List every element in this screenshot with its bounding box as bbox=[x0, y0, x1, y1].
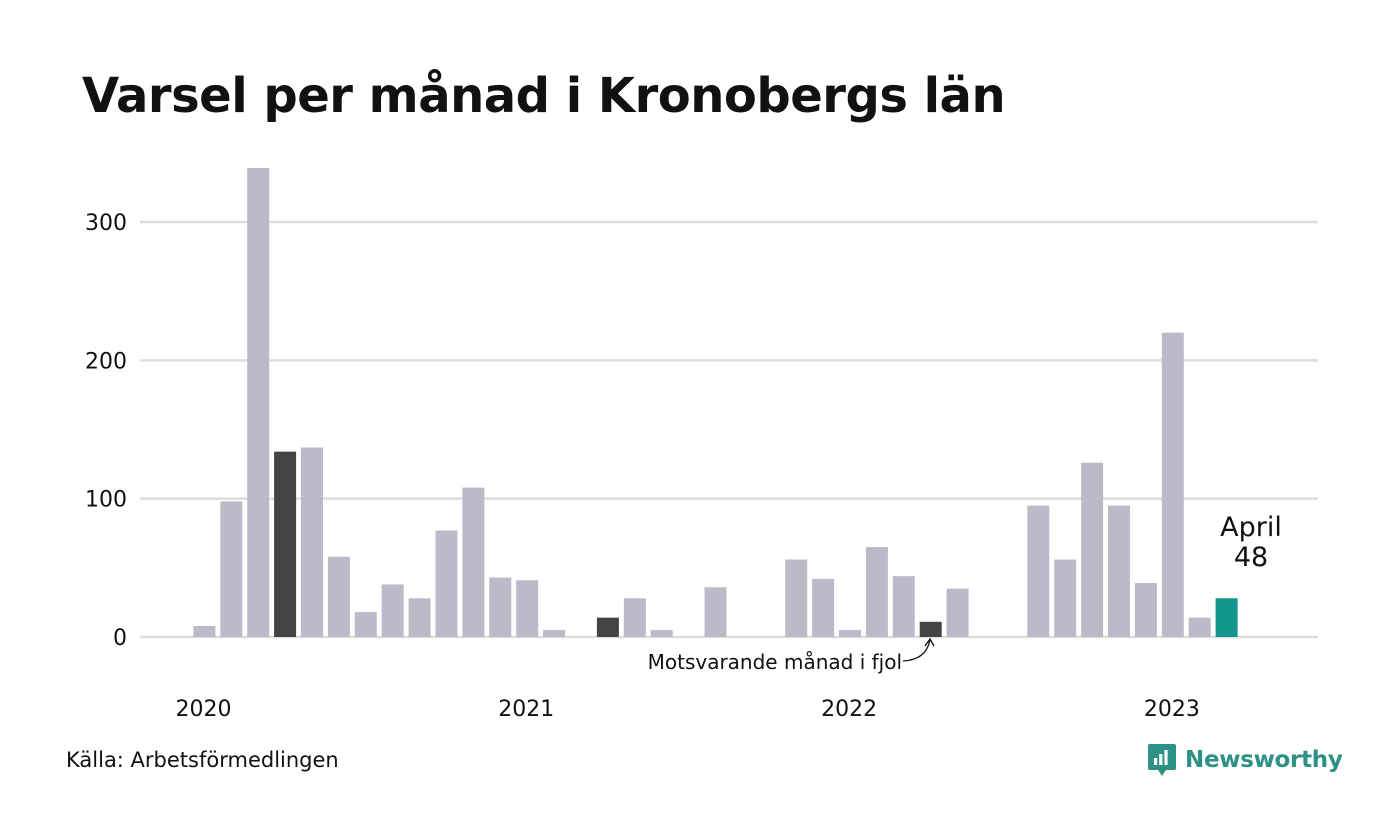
same-month-annotation: Motsvarande månad i fjol bbox=[648, 650, 902, 674]
bar-same-month-2021-05 bbox=[596, 617, 619, 637]
bar-2021-12 bbox=[785, 559, 808, 637]
bar-2022-09 bbox=[1027, 505, 1050, 637]
bars bbox=[193, 168, 1238, 638]
y-tick-label-300: 300 bbox=[85, 211, 127, 236]
bar-2021-03 bbox=[543, 630, 566, 637]
bar-same-month-2020-05 bbox=[274, 451, 297, 637]
y-tick-label-100: 100 bbox=[85, 488, 127, 513]
annotation-arrowhead bbox=[924, 637, 935, 647]
bar-2021-07 bbox=[650, 630, 673, 637]
bar-2020-03 bbox=[220, 501, 243, 637]
x-year-label-2023: 2023 bbox=[1144, 697, 1200, 722]
bar-2023-01 bbox=[1134, 583, 1157, 637]
bar-2020-07 bbox=[327, 556, 350, 637]
bar-2020-08 bbox=[354, 612, 377, 637]
chart-title: Varsel per månad i Kronobergs län bbox=[82, 68, 1006, 124]
bar-2022-01 bbox=[812, 578, 835, 637]
bar-2020-06 bbox=[301, 447, 323, 637]
x-year-label-2022: 2022 bbox=[821, 697, 877, 722]
y-tick-label-0: 0 bbox=[113, 626, 127, 651]
bar-2021-02 bbox=[516, 580, 539, 637]
current-month-label: April bbox=[1220, 512, 1282, 543]
source-note: Källa: Arbetsförmedlingen bbox=[66, 748, 339, 772]
bar-2021-06 bbox=[623, 598, 646, 637]
bar-2021-09 bbox=[704, 587, 727, 637]
bar-2023-03 bbox=[1188, 617, 1211, 637]
current-value-label: 48 bbox=[1234, 542, 1268, 573]
x-year-label-2021: 2021 bbox=[498, 697, 554, 722]
annotation-arrow bbox=[902, 639, 931, 662]
bar-2020-04 bbox=[247, 168, 270, 638]
y-axis-ticks: 0 100 200 300 bbox=[85, 211, 127, 651]
bar-2020-09 bbox=[381, 584, 404, 637]
brand-name: Newsworthy bbox=[1185, 747, 1343, 773]
bar-2023-02 bbox=[1161, 332, 1184, 637]
bar-2022-06 bbox=[946, 588, 969, 637]
x-year-label-2020: 2020 bbox=[176, 697, 232, 722]
annotations: Motsvarande månad i fjol April 48 bbox=[648, 512, 1282, 674]
bar-2022-02 bbox=[839, 630, 861, 637]
brand-logo: Newsworthy bbox=[1147, 742, 1343, 778]
bar-2020-02 bbox=[193, 625, 216, 637]
bar-2022-04 bbox=[892, 576, 915, 637]
bar-2022-10 bbox=[1054, 559, 1077, 637]
y-tick-label-200: 200 bbox=[85, 349, 127, 374]
bar-2021-01 bbox=[489, 577, 512, 637]
bar-2020-11 bbox=[435, 530, 458, 637]
newsworthy-logo-icon bbox=[1148, 744, 1176, 776]
bar-same-month-2022-05 bbox=[919, 621, 942, 637]
x-axis-year-labels: 2020 2021 2022 2023 bbox=[176, 697, 1200, 722]
bar-2020-10 bbox=[408, 598, 431, 637]
bar-2020-12 bbox=[462, 487, 485, 637]
bar-2022-12 bbox=[1108, 505, 1130, 637]
bar-2022-11 bbox=[1081, 462, 1104, 637]
bar-current-month-2023-04 bbox=[1215, 598, 1238, 637]
bar-2022-03 bbox=[865, 547, 888, 637]
